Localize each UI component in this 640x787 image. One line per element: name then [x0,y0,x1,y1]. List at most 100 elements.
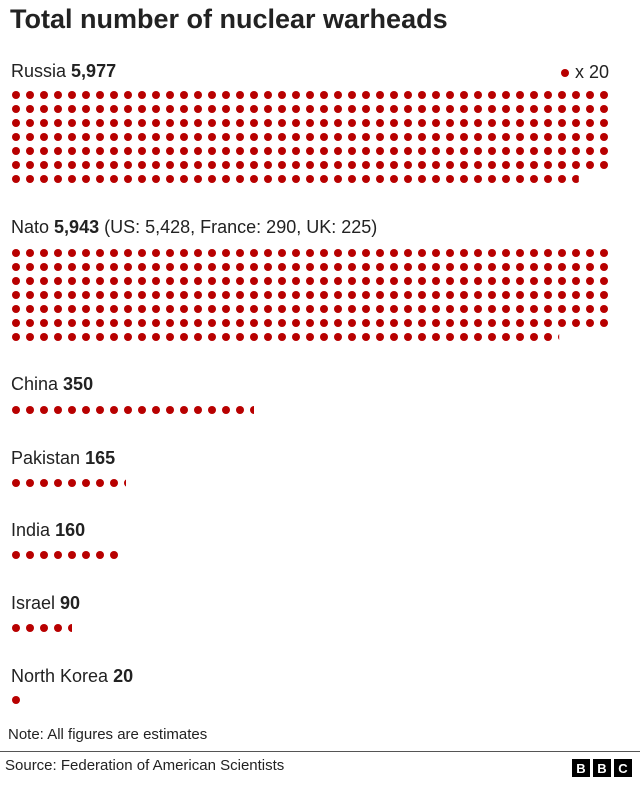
dot-nato [292,305,300,313]
dot-russia [236,175,244,183]
dot-china [68,406,76,414]
dot-nato [334,291,342,299]
dot-nato [376,305,384,313]
logo-letter: B [572,759,590,777]
dot-nato [12,249,20,257]
dot-russia [544,105,552,113]
dot-russia [250,147,258,155]
dot-india [12,551,20,559]
dot-russia [572,91,580,99]
dot-nato [502,249,510,257]
dot-russia [502,161,510,169]
dot-russia [376,105,384,113]
dot-russia [82,105,90,113]
dot-russia [586,161,594,169]
dot-nato [40,333,48,341]
dot-russia [334,91,342,99]
dot-russia [572,147,580,155]
dot-plot [12,91,608,704]
dot-russia [502,175,510,183]
dot-nato [558,263,566,271]
dot-russia [404,175,412,183]
dot-russia [138,91,146,99]
dot-china [40,406,48,414]
dot-nato [418,305,426,313]
dot-nato [124,291,132,299]
dot-nato [236,305,244,313]
dot-russia [460,161,468,169]
dot-nato [82,319,90,327]
dot-russia [96,133,104,141]
dot-nato [488,333,496,341]
dot-russia [306,119,314,127]
dot-nato [306,291,314,299]
dot-nato [138,277,146,285]
dot-russia [222,91,230,99]
dot-russia [250,105,258,113]
dot-nato [166,249,174,257]
dot-nato [362,291,370,299]
partial-dot-pakistan [124,479,126,487]
dot-russia [474,147,482,155]
dot-russia [26,119,34,127]
dot-nato [572,305,580,313]
dot-russia [208,119,216,127]
dot-nato [390,333,398,341]
dot-russia [418,161,426,169]
dot-nato [138,319,146,327]
dot-russia [264,161,272,169]
dot-nato [362,319,370,327]
dot-nato [208,263,216,271]
dot-nato [600,249,608,257]
dot-nato [530,333,538,341]
dot-nato [264,305,272,313]
dot-nato [166,305,174,313]
dot-russia [558,119,566,127]
dot-russia [96,105,104,113]
dot-nato [600,319,608,327]
nato-breakdown: (US: 5,428, France: 290, UK: 225) [104,217,378,237]
dot-russia [572,161,580,169]
dot-russia [208,133,216,141]
dot-russia [348,147,356,155]
dot-russia [516,91,524,99]
dot-nato [110,263,118,271]
dot-nato [96,333,104,341]
dot-russia [82,161,90,169]
dot-nato [82,291,90,299]
dot-nato [68,333,76,341]
dot-russia [166,105,174,113]
dot-nato [348,263,356,271]
dot-russia [12,147,20,155]
dot-russia [460,133,468,141]
dot-nato [152,319,160,327]
dot-nato [306,263,314,271]
dot-nato [446,291,454,299]
dot-nato [348,291,356,299]
dot-nato [250,277,258,285]
dot-nato [68,291,76,299]
dot-nato [320,277,328,285]
dot-nato [600,277,608,285]
dot-nato [334,319,342,327]
dot-nato [180,319,188,327]
dot-russia [432,161,440,169]
dot-nato [586,263,594,271]
dot-russia [40,175,48,183]
partial-dot-nato [558,334,560,340]
dot-russia [418,175,426,183]
dot-nato [68,263,76,271]
dot-nato [222,291,230,299]
dot-nato [404,263,412,271]
dot-russia [264,91,272,99]
dot-russia [152,175,160,183]
dot-nato [446,319,454,327]
dot-pakistan [82,479,90,487]
dot-russia [194,161,202,169]
dot-nato [54,333,62,341]
dot-nato [222,263,230,271]
dot-russia [166,119,174,127]
dot-russia [418,133,426,141]
dot-russia [82,175,90,183]
dot-china [236,406,244,414]
